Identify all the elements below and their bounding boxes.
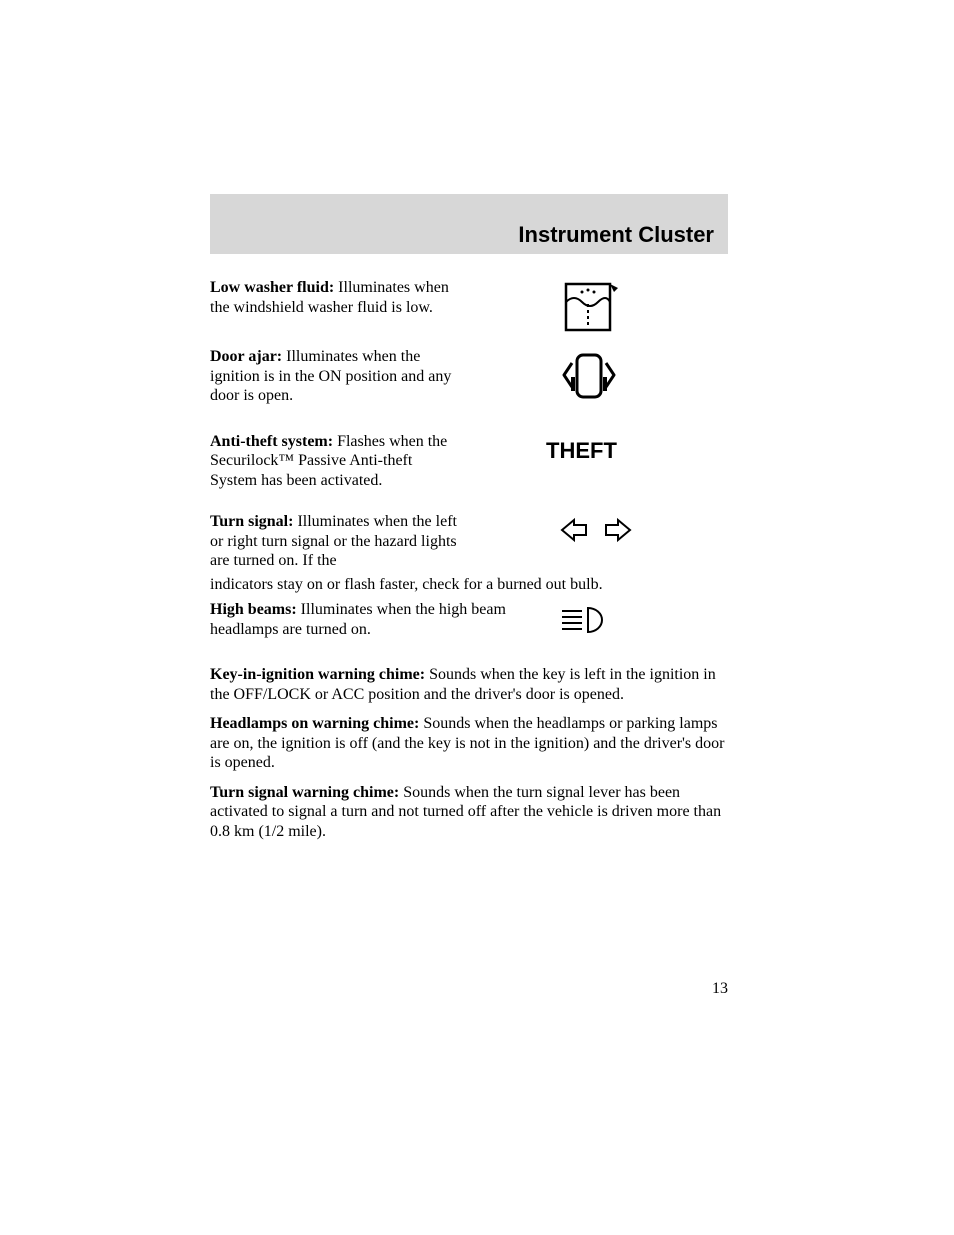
entry-text: Low washer fluid: Illuminates when the w… bbox=[210, 278, 462, 317]
entry-label: Door ajar: bbox=[210, 348, 282, 365]
entry-label: Turn signal: bbox=[210, 513, 293, 530]
entry-text: High beams: Illuminates when the high be… bbox=[210, 600, 510, 639]
entry-label: High beams: bbox=[210, 601, 297, 618]
entry-text: Turn signal warning chime: Sounds when t… bbox=[210, 783, 728, 842]
entry-turn-chime: Turn signal warning chime: Sounds when t… bbox=[210, 783, 728, 842]
content-area: Low washer fluid: Illuminates when the w… bbox=[210, 278, 728, 863]
entry-high-beams: High beams: Illuminates when the high be… bbox=[210, 600, 728, 639]
high-beam-icon bbox=[560, 604, 616, 643]
entry-headlamps-chime: Headlamps on warning chime: Sounds when … bbox=[210, 714, 728, 773]
header-band: Instrument Cluster bbox=[210, 194, 728, 254]
washer-fluid-icon bbox=[560, 278, 622, 341]
entry-text: Key-in-ignition warning chime: Sounds wh… bbox=[210, 665, 728, 704]
door-ajar-icon bbox=[560, 347, 618, 410]
entry-low-washer: Low washer fluid: Illuminates when the w… bbox=[210, 278, 728, 317]
entry-label: Headlamps on warning chime: bbox=[210, 715, 419, 732]
entry-label: Turn signal warning chime: bbox=[210, 784, 399, 801]
turn-signal-extra: indicators stay on or flash faster, chec… bbox=[210, 575, 728, 595]
entry-text: Door ajar: Illuminates when the ignition… bbox=[210, 347, 462, 406]
page-number: 13 bbox=[712, 980, 728, 998]
entry-key-chime: Key-in-ignition warning chime: Sounds wh… bbox=[210, 665, 728, 704]
page-title: Instrument Cluster bbox=[518, 222, 714, 248]
entry-label: Key-in-ignition warning chime: bbox=[210, 666, 425, 683]
entry-text: Anti-theft system: Flashes when the Secu… bbox=[210, 432, 462, 491]
entry-turn-signal: Turn signal: Illuminates when the left o… bbox=[210, 512, 728, 571]
entry-text: Headlamps on warning chime: Sounds when … bbox=[210, 714, 728, 773]
theft-icon: THEFT bbox=[546, 438, 617, 464]
entry-text: Turn signal: Illuminates when the left o… bbox=[210, 512, 462, 571]
theft-icon-text: THEFT bbox=[546, 438, 617, 463]
entry-door-ajar: Door ajar: Illuminates when the ignition… bbox=[210, 347, 728, 406]
entry-label: Low washer fluid: bbox=[210, 279, 334, 296]
page: Instrument Cluster Low washer fluid: Ill… bbox=[0, 0, 954, 1235]
turn-signal-icon bbox=[560, 516, 632, 549]
entry-anti-theft: Anti-theft system: Flashes when the Secu… bbox=[210, 432, 728, 491]
entry-label: Anti-theft system: bbox=[210, 433, 333, 450]
